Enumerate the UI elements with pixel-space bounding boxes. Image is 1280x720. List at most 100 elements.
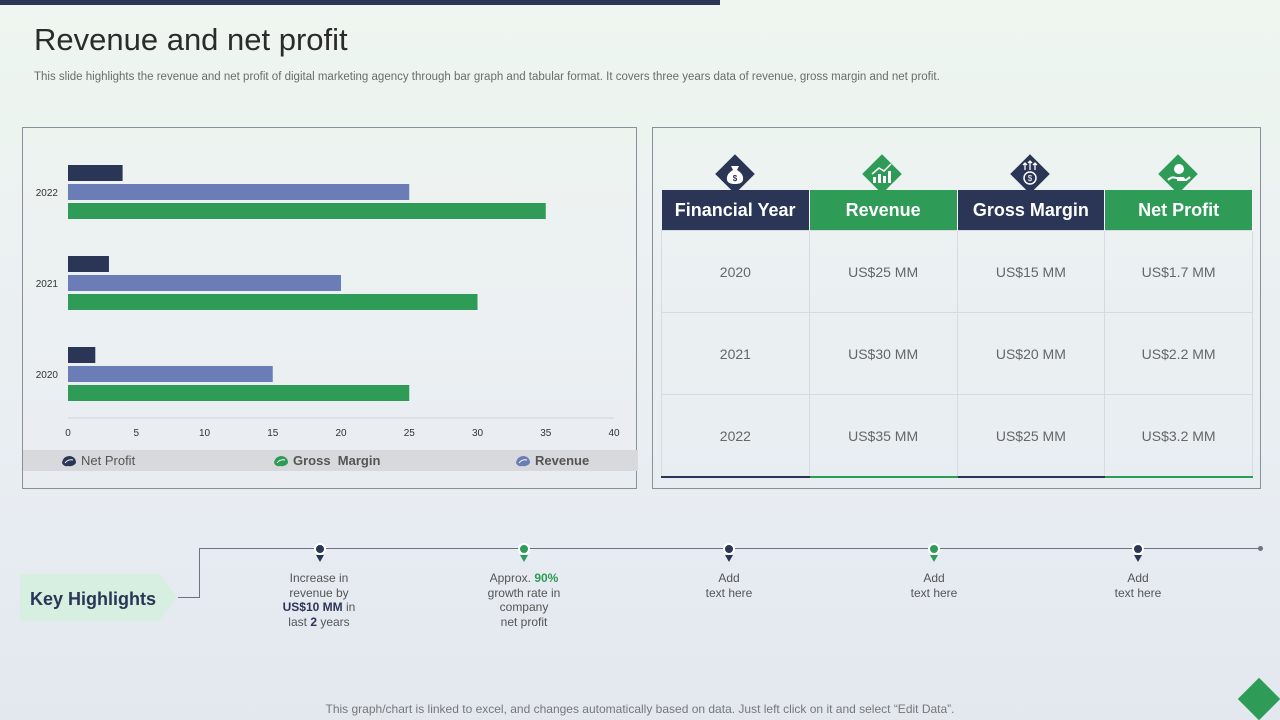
x-tick-label: 10 [199,428,211,439]
x-tick-label: 5 [133,428,139,439]
financial-table: Financial Year Revenue Gross Margin Net … [661,190,1253,478]
timeline-pin [1132,543,1144,563]
hand-coin-icon [1158,154,1198,194]
highlight-line: text here [910,585,958,600]
bar-revenue [68,275,341,291]
header-revenue: Revenue [809,190,958,231]
table-cell: 2021 [661,312,810,395]
timeline-pin [928,543,940,563]
bar-revenue [68,184,410,200]
x-tick-label: 25 [404,428,416,439]
table-cell: US$15 MM [956,230,1106,313]
highlight-bold-value: 90% [534,571,559,585]
x-tick-label: 0 [65,428,71,439]
highlight-bold-value: US$10 MM [282,600,343,614]
highlight-line: Approx. 90% [464,571,584,586]
highlight-text-3: Add text here [669,571,789,600]
dollar-arrows-icon: $ [1010,154,1050,194]
table-cell: US$35 MM [808,394,958,478]
highlight-text-4: Add text here [874,571,994,600]
bar-net-profit [68,256,109,272]
key-highlights-arrow [160,574,177,620]
bar-chart-panel[interactable]: 0 5 10 15 20 25 30 35 40 2022 2021 2020 Net Profit … [22,127,638,489]
highlight-bold-value: 2 [310,614,317,629]
highlight-text-5: Add text here [1078,571,1198,600]
globe-leaf-icon [516,455,530,466]
timeline-connector [178,597,200,598]
highlight-line: net profit [500,614,548,629]
growth-chart-icon [862,154,902,194]
table-cell: US$3.2 MM [1104,394,1253,478]
highlight-text-1: Increase in revenue by US$10 MM in last … [259,571,379,629]
y-category-label: 2021 [36,279,59,290]
highlight-line: US$10 MM in [259,600,379,615]
highlight-text-2: Approx. 90% growth rate in company net p… [464,571,584,629]
page-title: Revenue and net profit [34,22,348,57]
bar-net-profit [68,347,96,363]
table-cell: US$20 MM [956,312,1106,395]
bar-gross-margin [68,294,478,310]
page-subtitle: This slide highlights the revenue and ne… [34,71,940,83]
table-cell: US$25 MM [808,230,958,313]
table-cell: 2020 [661,230,810,313]
legend-item-net-profit: Net Profit [61,453,135,468]
globe-leaf-icon [62,455,76,466]
highlight-line: company [499,600,549,614]
highlight-line: Add [718,571,740,585]
footer-note: This graph/chart is linked to excel, and… [325,702,955,716]
x-tick-label: 35 [540,428,552,439]
top-accent-bar [0,0,720,5]
table-cell: US$1.7 MM [1104,230,1253,313]
table-cell: US$30 MM [808,312,958,395]
chart-legend: Net Profit Gross Margin Revenue [23,450,638,471]
x-tick-label: 15 [267,428,279,439]
legend-label-gross-margin: Gross Margin [293,453,381,468]
legend-label-revenue: Revenue [535,453,590,468]
highlight-line: text here [705,585,753,600]
bar-revenue [68,366,273,382]
header-net-profit: Net Profit [1104,190,1253,231]
y-category-label: 2020 [36,370,59,381]
bar-gross-margin [68,385,410,401]
highlight-line: Add [923,571,945,585]
table-cell: US$2.2 MM [1104,312,1253,395]
money-bag-icon: $ [715,154,755,194]
header-gross-margin: Gross Margin [957,190,1106,231]
highlight-text: in [342,600,356,614]
highlight-line: Add [1127,571,1149,585]
bar-gross-margin [68,203,546,219]
highlight-text: last [288,614,311,629]
financial-table-panel: $ $ Financial Year Revenue Gross Margin … [652,127,1261,489]
x-tick-label: 40 [608,428,620,439]
legend-item-gross-margin: Gross Margin [273,453,380,468]
highlight-text: Approx. [489,571,535,585]
highlight-line: last 2 years [259,615,379,630]
table-row: 2021 US$30 MM US$20 MM US$2.2 MM [661,312,1253,395]
svg-text:$: $ [1028,174,1033,183]
table-cell: US$25 MM [956,394,1106,478]
timeline-pin [314,543,326,563]
table-cell: 2022 [661,394,810,478]
header-financial-year: Financial Year [661,190,810,231]
bar-chart[interactable]: 0 5 10 15 20 25 30 35 40 2022 2021 2020 [23,128,638,450]
legend-item-revenue: Revenue [515,453,589,468]
highlight-line: Increase in [289,571,349,585]
globe-leaf-icon [274,455,288,466]
highlight-line: growth rate in [487,585,561,600]
highlight-line: text here [1114,585,1162,600]
timeline-end-dot [1258,546,1263,551]
table-row: 2020 US$25 MM US$15 MM US$1.7 MM [661,230,1253,313]
y-category-label: 2022 [36,188,59,199]
timeline-connector [199,548,200,598]
highlight-text: years [317,614,350,629]
x-tick-label: 20 [335,428,347,439]
key-highlights-label: Key Highlights [30,589,157,609]
legend-label-net-profit: Net Profit [81,453,136,468]
key-highlights-banner [20,574,160,621]
svg-text:$: $ [733,174,738,183]
table-row: 2022 US$35 MM US$25 MM US$3.2 MM [661,394,1253,478]
bar-net-profit [68,165,123,181]
highlight-line: revenue by [289,585,349,600]
timeline-pin [723,543,735,563]
x-tick-label: 30 [472,428,484,439]
